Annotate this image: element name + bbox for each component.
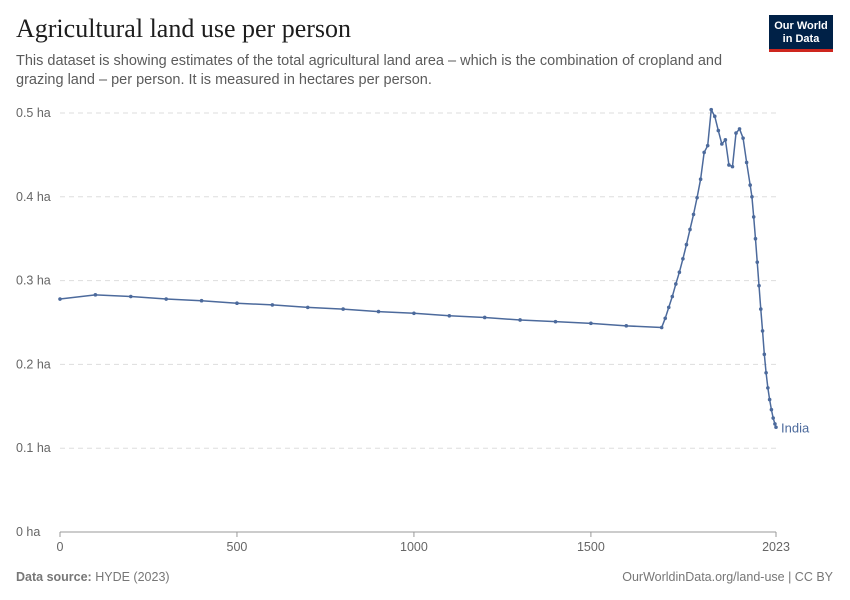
- footer-url[interactable]: OurWorldinData.org/land-use | CC BY: [622, 570, 833, 584]
- x-tick-label: 0: [57, 540, 64, 554]
- data-point[interactable]: [709, 107, 714, 112]
- data-point[interactable]: [235, 301, 239, 306]
- y-tick-label: 0.4 ha: [16, 190, 51, 204]
- data-point[interactable]: [712, 114, 717, 119]
- data-point[interactable]: [674, 282, 678, 286]
- data-point[interactable]: [666, 305, 671, 310]
- data-point[interactable]: [688, 227, 692, 232]
- x-tick-label: 500: [227, 540, 248, 554]
- y-tick-label: 0.2 ha: [16, 357, 51, 371]
- data-point[interactable]: [774, 425, 778, 430]
- y-tick-label: 0 ha: [16, 525, 40, 539]
- data-point[interactable]: [748, 183, 752, 187]
- data-point[interactable]: [164, 297, 168, 301]
- data-point[interactable]: [305, 305, 310, 310]
- data-point[interactable]: [727, 163, 731, 167]
- data-point[interactable]: [758, 307, 763, 311]
- chart-title: Agricultural land use per person: [16, 14, 352, 43]
- line-chart: 0 ha 0.1 ha 0.2 ha 0.3 ha 0.4 ha 0.5 ha 0 500 1…: [16, 106, 810, 554]
- data-point[interactable]: [705, 143, 710, 148]
- data-point[interactable]: [723, 138, 728, 142]
- data-point[interactable]: [447, 313, 452, 318]
- data-point[interactable]: [751, 215, 756, 219]
- data-point[interactable]: [270, 303, 275, 307]
- grid-lines: [60, 112, 776, 533]
- data-point[interactable]: [771, 416, 775, 420]
- data-point[interactable]: [737, 127, 742, 131]
- x-tick-label: 1500: [577, 540, 605, 554]
- data-point[interactable]: [767, 397, 772, 402]
- data-point[interactable]: [730, 164, 735, 169]
- data-point[interactable]: [702, 150, 706, 155]
- data-point[interactable]: [199, 298, 204, 303]
- data-point[interactable]: [670, 294, 675, 299]
- data-point[interactable]: [624, 324, 629, 328]
- x-axis-ticks: 0 500 1000 1500 2023: [57, 532, 790, 554]
- data-point[interactable]: [716, 128, 721, 133]
- data-point[interactable]: [677, 270, 682, 275]
- data-point[interactable]: [128, 294, 133, 299]
- data-point[interactable]: [757, 283, 761, 288]
- y-tick-label: 0.5 ha: [16, 106, 51, 120]
- data-point[interactable]: [553, 319, 558, 324]
- data-point[interactable]: [741, 136, 745, 140]
- data-point[interactable]: [691, 212, 696, 217]
- data-point[interactable]: [744, 160, 749, 165]
- x-tick-label: 2023: [762, 540, 790, 554]
- data-point[interactable]: [755, 260, 760, 264]
- data-point[interactable]: [734, 131, 738, 135]
- data-point[interactable]: [766, 386, 770, 390]
- data-point[interactable]: [589, 321, 593, 326]
- data-point[interactable]: [659, 325, 664, 330]
- y-tick-label: 0.1 ha: [16, 441, 51, 455]
- data-point[interactable]: [773, 422, 777, 426]
- series-line-india[interactable]: [59, 108, 777, 428]
- x-tick-label: 1000: [400, 540, 428, 554]
- series-label: India: [781, 420, 810, 435]
- source-link[interactable]: HYDE (2023): [95, 570, 170, 584]
- y-tick-label: 0.3 ha: [16, 274, 51, 288]
- data-point[interactable]: [341, 307, 345, 311]
- data-point[interactable]: [663, 316, 668, 321]
- source-label: Data source:: [16, 570, 92, 584]
- data-point[interactable]: [764, 370, 768, 375]
- data-point[interactable]: [684, 242, 689, 247]
- data-point[interactable]: [376, 309, 381, 314]
- data-point[interactable]: [58, 297, 62, 301]
- data-point[interactable]: [769, 407, 774, 412]
- chart-subtitle: This dataset is showing estimates of the…: [16, 53, 723, 88]
- data-point[interactable]: [518, 318, 522, 322]
- data-point[interactable]: [698, 177, 703, 182]
- series-group: India: [58, 107, 810, 435]
- data-point[interactable]: [720, 142, 724, 146]
- data-point[interactable]: [762, 352, 767, 357]
- data-point[interactable]: [760, 329, 765, 333]
- owid-logo[interactable]: Our World in Data: [769, 15, 833, 52]
- data-point[interactable]: [695, 195, 699, 200]
- data-source: Data source: HYDE (2023): [16, 570, 170, 584]
- data-point[interactable]: [412, 311, 416, 316]
- data-point[interactable]: [93, 293, 98, 297]
- data-point[interactable]: [681, 257, 685, 261]
- data-point[interactable]: [750, 195, 754, 199]
- data-point[interactable]: [753, 236, 758, 241]
- y-axis-ticks: 0 ha 0.1 ha 0.2 ha 0.3 ha 0.4 ha 0.5 ha: [16, 106, 51, 539]
- data-point[interactable]: [482, 315, 487, 320]
